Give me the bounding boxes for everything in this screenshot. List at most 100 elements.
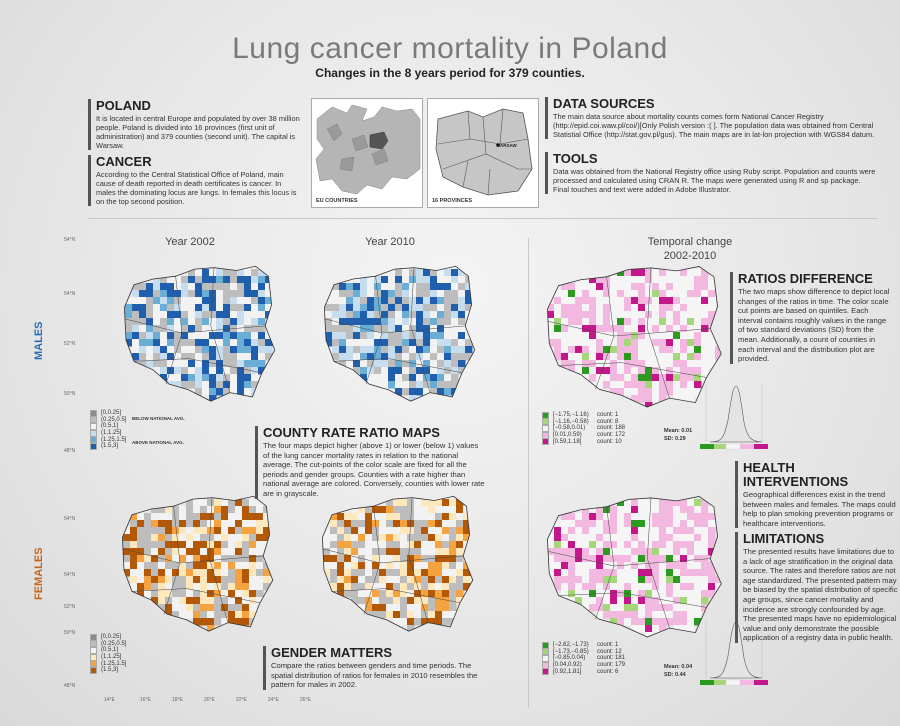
- county-cell: [589, 534, 597, 542]
- county-cell: [242, 576, 250, 584]
- county-cell: [659, 346, 667, 354]
- county-cell: [561, 297, 569, 305]
- county-cell: [694, 513, 702, 521]
- county-cell: [388, 381, 396, 389]
- county-cell: [610, 527, 618, 535]
- county-cell: [367, 311, 375, 319]
- county-cell: [209, 367, 217, 375]
- county-cell: [395, 367, 403, 375]
- cancer-text: According to the Central Statistical Off…: [96, 170, 297, 206]
- county-cell: [694, 388, 702, 396]
- county-cell: [680, 360, 688, 368]
- county-cell: [235, 499, 243, 507]
- county-cell: [575, 325, 583, 333]
- county-cell: [325, 297, 333, 305]
- county-cell: [242, 548, 250, 556]
- county-cell: [631, 513, 639, 521]
- county-cell: [165, 541, 173, 549]
- county-cell: [337, 541, 345, 549]
- county-cell: [603, 381, 611, 389]
- county-cell: [251, 381, 259, 389]
- county-cell: [437, 283, 445, 291]
- county-cell: [381, 332, 389, 340]
- county-cell: [351, 506, 359, 514]
- county-cell: [610, 276, 618, 284]
- females-mean: Mean: 0.04: [664, 664, 693, 670]
- county-cell: [687, 374, 695, 382]
- county-cell: [610, 520, 618, 528]
- county-cell: [645, 269, 653, 277]
- county-cell: [146, 297, 154, 305]
- county-cell: [351, 562, 359, 570]
- county-cell: [638, 374, 646, 382]
- county-cell: [251, 297, 259, 305]
- county-cell: [186, 527, 194, 535]
- county-cell: [589, 346, 597, 354]
- county-cell: [367, 276, 375, 284]
- county-cell: [589, 576, 597, 584]
- lon-label: 22°E: [236, 697, 247, 703]
- county-cell: [353, 311, 361, 319]
- county-cell: [694, 506, 702, 514]
- county-cell: [638, 311, 646, 319]
- county-cell: [659, 304, 667, 312]
- province-border: [558, 362, 707, 378]
- county-cell: [160, 290, 168, 298]
- county-cell: [708, 506, 716, 514]
- county-cell: [132, 325, 140, 333]
- county-cell: [244, 297, 252, 305]
- county-cell: [582, 276, 590, 284]
- county-cell: [645, 388, 653, 396]
- county-cell: [200, 618, 208, 626]
- county-cell: [666, 548, 674, 556]
- county-cell: [251, 374, 259, 382]
- county-cell: [367, 318, 375, 326]
- county-cell: [638, 618, 646, 626]
- county-cell: [701, 513, 709, 521]
- county-cell: [624, 541, 632, 549]
- county-cell: [416, 339, 424, 347]
- county-cell: [244, 381, 252, 389]
- county-cell: [458, 360, 466, 368]
- county-cell: [701, 506, 709, 514]
- county-cell: [680, 367, 688, 375]
- county-cell: [617, 590, 625, 598]
- province-border: [322, 548, 464, 564]
- county-cell: [209, 346, 217, 354]
- data-sources-section: DATA SOURCES The main data source about …: [545, 97, 878, 139]
- county-cell: [659, 625, 667, 633]
- county-cell: [617, 555, 625, 563]
- county-cell: [367, 325, 375, 333]
- county-cell: [132, 346, 140, 354]
- county-cell: [167, 318, 175, 326]
- county-cell: [437, 276, 445, 284]
- county-cell: [235, 576, 243, 584]
- county-cell: [596, 583, 604, 591]
- county-cell: [193, 520, 201, 528]
- county-cell: [589, 604, 597, 612]
- county-cell: [624, 318, 632, 326]
- county-cell: [463, 527, 471, 535]
- county-cell: [442, 527, 450, 535]
- county-cell: [430, 283, 438, 291]
- county-cell: [193, 555, 201, 563]
- county-cell: [167, 339, 175, 347]
- county-cell: [652, 353, 660, 361]
- county-cell: [130, 555, 138, 563]
- county-cell: [195, 346, 203, 354]
- county-cell: [610, 555, 618, 563]
- county-cell: [365, 527, 373, 535]
- county-cell: [444, 353, 452, 361]
- county-cell: [172, 569, 180, 577]
- county-cell: [216, 346, 224, 354]
- county-cell: [179, 562, 187, 570]
- county-cell: [181, 346, 189, 354]
- county-cell: [575, 332, 583, 340]
- county-cell: [181, 360, 189, 368]
- county-cell: [638, 499, 646, 507]
- county-cell: [617, 506, 625, 514]
- county-cell: [228, 618, 236, 626]
- county-cell: [214, 604, 222, 612]
- county-cell: [130, 527, 138, 535]
- county-cell: [582, 332, 590, 340]
